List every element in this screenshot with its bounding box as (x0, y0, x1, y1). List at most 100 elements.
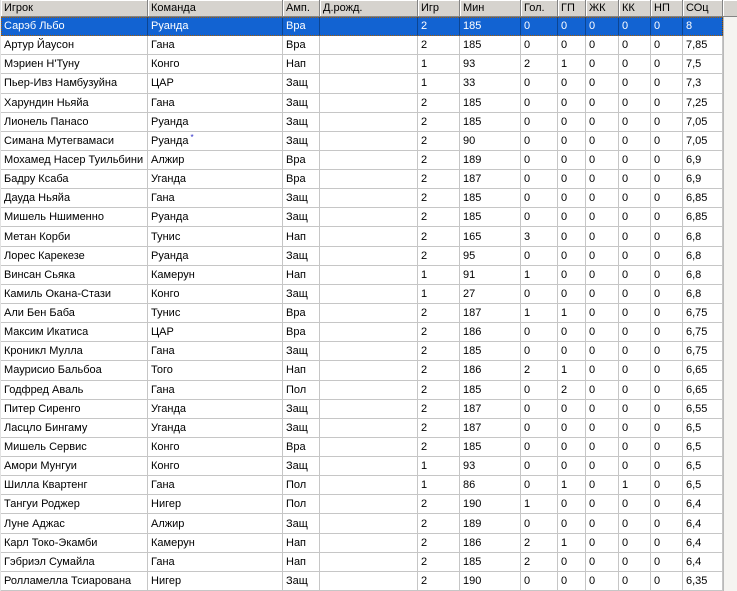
cell-red: 0 (619, 342, 651, 362)
cell-player: Питер Сиренго (1, 399, 148, 419)
cell-pos: Защ (283, 208, 320, 228)
table-row[interactable]: Маурисио Бальбоа Того Нап 2 186 2 1 0 0 0 6,65 (1, 361, 723, 381)
cell-dob (320, 150, 418, 171)
cell-yellow: 0 (586, 246, 619, 266)
column-header-min[interactable]: Мин (460, 0, 521, 17)
table-row[interactable]: Луне Аджас Алжир Защ 2 189 0 0 0 0 0 6,4 (1, 514, 723, 534)
table-row[interactable]: Дауда Ньяйа Гана Защ 2 185 0 0 0 0 0 6,85 (1, 189, 723, 209)
cell-red: 0 (619, 74, 651, 94)
cell-rating: 6,65 (683, 380, 723, 400)
cell-dob (320, 495, 418, 515)
table-row[interactable]: Пьер-Ивз Намбузуйна ЦАР Защ 1 33 0 0 0 0 0 7,3 (1, 74, 723, 94)
cell-yellow: 0 (586, 457, 619, 477)
cell-rating: 6,9 (683, 170, 723, 190)
cell-yellow: 0 (586, 17, 619, 37)
cell-team: Руанда * (148, 131, 283, 151)
column-header-dob[interactable]: Д.рожд. (320, 0, 418, 17)
cell-rating: 6,85 (683, 208, 723, 228)
table-row[interactable]: Гэбриэл Сумайла Гана Нап 2 185 2 0 0 0 0 6,4 (1, 552, 723, 572)
table-row[interactable]: Лорес Карекезе Руанда Защ 2 95 0 0 0 0 0 6,8 (1, 246, 723, 266)
cell-player: Маурисио Бальбоа (1, 361, 148, 381)
cell-min: 185 (460, 552, 521, 572)
column-header-games[interactable]: Игр (418, 0, 460, 17)
table-row[interactable]: Мэриен Н'Туну Конго Нап 1 93 2 1 0 0 0 7,5 (1, 55, 723, 75)
table-row[interactable]: Мишель Ншименно Руанда Защ 2 185 0 0 0 0 0 6,85 (1, 208, 723, 228)
table-row[interactable]: Тангуи Роджер Нигер Пол 2 190 1 0 0 0 0 6,4 (1, 495, 723, 515)
table-row[interactable]: Кроникл Мулла Гана Защ 2 185 0 0 0 0 0 6,75 (1, 342, 723, 362)
cell-yellow: 0 (586, 284, 619, 304)
cell-min: 190 (460, 495, 521, 515)
table-row[interactable]: Ролламелла Тсиарована Нигер Защ 2 190 0 0 0 0 0 6,… (1, 571, 723, 591)
column-header-missed_pen[interactable]: НП (651, 0, 683, 17)
cell-player: Дауда Ньяйа (1, 189, 148, 209)
table-row[interactable]: Артур Йаусон Гана Вра 2 185 0 0 0 0 0 7,85 (1, 36, 723, 56)
table-row[interactable]: Карл Токо-Экамби Камерун Нап 2 186 2 1 0 0 0 6,4 (1, 533, 723, 553)
table-row[interactable]: Винсан Сьяка Камерун Нап 1 91 1 0 0 0 0 6,8 (1, 265, 723, 285)
table-row[interactable]: Питер Сиренго Уганда Защ 2 187 0 0 0 0 0 6,55 (1, 399, 723, 419)
table-row[interactable]: Максим Икатиса ЦАР Вра 2 186 0 0 0 0 0 6,75 (1, 323, 723, 343)
cell-missed_pen: 0 (651, 36, 683, 56)
cell-dob (320, 170, 418, 190)
cell-games: 2 (418, 17, 460, 37)
table-row[interactable]: Бадру Ксаба Уганда Вра 2 187 0 0 0 0 0 6,9 (1, 170, 723, 190)
table-row[interactable]: Сарэб Льбо Руанда Вра 2 185 0 0 0 0 0 8 (1, 17, 723, 37)
cell-games: 2 (418, 208, 460, 228)
cell-team: Конго (148, 55, 283, 75)
table-row[interactable]: Шилла Квартенг Гана Пол 1 86 0 1 0 1 0 6,5 (1, 476, 723, 496)
cell-red: 0 (619, 533, 651, 553)
column-header-player[interactable]: Игрок (1, 0, 148, 17)
cell-red: 0 (619, 208, 651, 228)
cell-dob (320, 533, 418, 553)
cell-pos: Нап (283, 361, 320, 381)
column-header-pos[interactable]: Амп. (283, 0, 320, 17)
table-row[interactable]: Лионель Панасо Руанда Защ 2 185 0 0 0 0 0 7,05 (1, 112, 723, 132)
cell-min: 189 (460, 514, 521, 534)
cell-goals: 1 (521, 495, 558, 515)
table-row[interactable]: Камиль Окана-Стази Конго Защ 1 27 0 0 0 0 0 6,8 (1, 284, 723, 304)
table-row[interactable]: Ласцло Бингаму Уганда Защ 2 187 0 0 0 0 0 6,5 (1, 418, 723, 438)
cell-team: Камерун (148, 533, 283, 553)
cell-assists: 0 (558, 246, 586, 266)
cell-rating: 6,55 (683, 399, 723, 419)
column-header-goals[interactable]: Гол. (521, 0, 558, 17)
column-header-red[interactable]: КК (619, 0, 651, 17)
cell-rating: 6,8 (683, 265, 723, 285)
column-header-team[interactable]: Команда (148, 0, 283, 17)
table-row[interactable]: Харундин Ньяйа Гана Защ 2 185 0 0 0 0 0 7,25 (1, 93, 723, 113)
cell-dob (320, 17, 418, 37)
column-header-rating[interactable]: СОц (683, 0, 723, 17)
cell-goals: 2 (521, 55, 558, 75)
table-row[interactable]: Симана Мутегвамаси Руанда * Защ 2 90 0 0 0 0 0 7,05 (1, 131, 723, 151)
table-row[interactable]: Годфред Аваль Гана Пол 2 185 0 2 0 0 0 6,65 (1, 380, 723, 400)
cell-games: 1 (418, 476, 460, 496)
cell-team: Конго (148, 457, 283, 477)
table-row[interactable]: Мохамед Насер Туильбини Алжир Вра 2 189 0 0 0 0 0… (1, 150, 723, 171)
cell-red: 0 (619, 303, 651, 324)
cell-goals: 0 (521, 208, 558, 228)
cell-games: 2 (418, 380, 460, 400)
cell-player: Мишель Сервис (1, 437, 148, 458)
cell-player: Мохамед Насер Туильбини (1, 150, 148, 171)
cell-dob (320, 189, 418, 209)
cell-min: 185 (460, 208, 521, 228)
cell-yellow: 0 (586, 170, 619, 190)
cell-player: Лорес Карекезе (1, 246, 148, 266)
cell-goals: 0 (521, 36, 558, 56)
cell-dob (320, 208, 418, 228)
table-row[interactable]: Метан Корби Тунис Нап 2 165 3 0 0 0 0 6,8 (1, 227, 723, 247)
table-row[interactable]: Мишель Сервис Конго Вра 2 185 0 0 0 0 0 6,5 (1, 437, 723, 458)
column-header-yellow[interactable]: ЖК (586, 0, 619, 17)
cell-assists: 1 (558, 476, 586, 496)
table-row[interactable]: Амори Мунгуи Конго Защ 1 93 0 0 0 0 0 6,5 (1, 457, 723, 477)
cell-player: Ласцло Бингаму (1, 418, 148, 438)
cell-dob (320, 246, 418, 266)
table-row[interactable]: Али Бен Баба Тунис Вра 2 187 1 1 0 0 0 6,75 (1, 303, 723, 324)
cell-missed_pen: 0 (651, 323, 683, 343)
column-header-assists[interactable]: ГП (558, 0, 586, 17)
cell-yellow: 0 (586, 265, 619, 285)
cell-missed_pen: 0 (651, 533, 683, 553)
cell-min: 187 (460, 399, 521, 419)
cell-player: Карл Токо-Экамби (1, 533, 148, 553)
table-body: Сарэб Льбо Руанда Вра 2 185 0 0 0 0 0 8 Артур Йаусо… (1, 17, 723, 591)
cell-team: Камерун (148, 265, 283, 285)
